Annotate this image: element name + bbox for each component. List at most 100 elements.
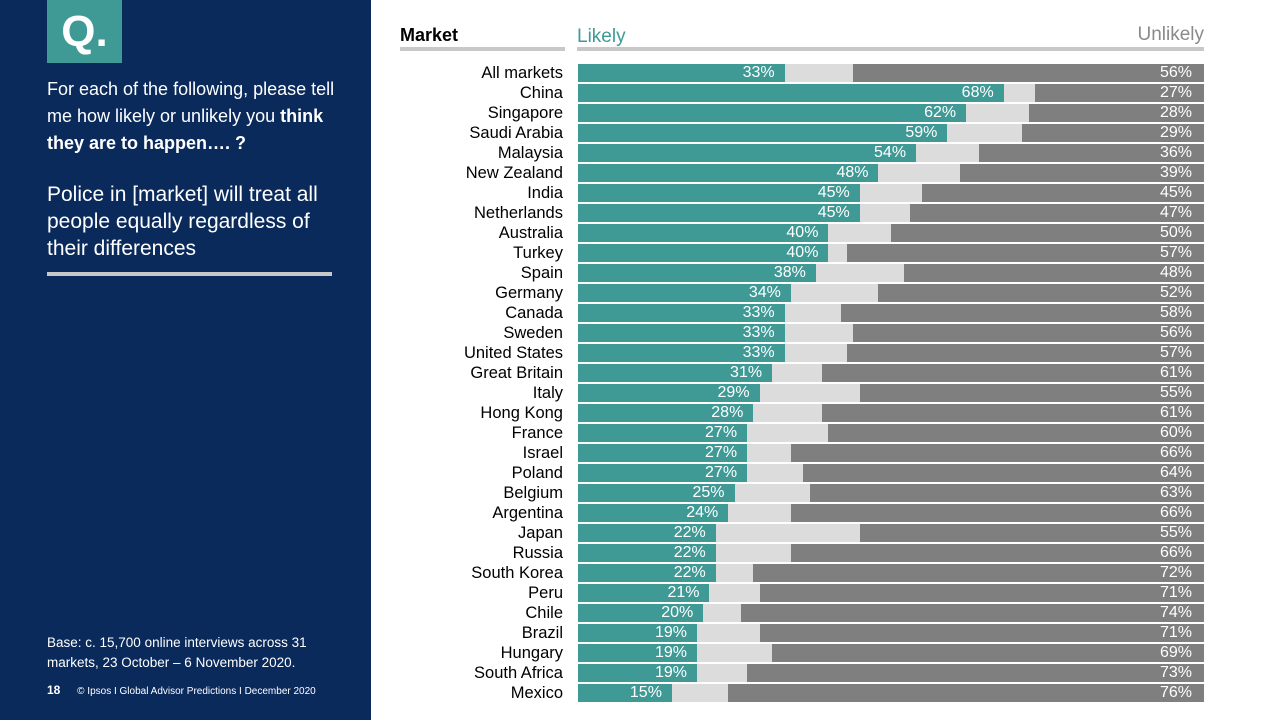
bar-unlikely <box>891 224 1204 242</box>
question-text-main: For each of the following, please tell m… <box>47 79 335 126</box>
unlikely-value-label: 45% <box>1160 184 1193 201</box>
bar-likely <box>578 264 816 282</box>
bar-neutral <box>696 644 773 662</box>
bar-neutral <box>709 584 760 602</box>
market-label: Great Britain <box>470 364 563 382</box>
base-note: Base: c. 15,700 online interviews across… <box>47 635 307 670</box>
likely-value-label: 33% <box>742 344 775 361</box>
bar-unlikely <box>840 304 1204 322</box>
bar-neutral <box>715 524 860 542</box>
market-label: Hong Kong <box>480 404 563 422</box>
market-label: China <box>519 84 563 102</box>
unlikely-value-label: 73% <box>1160 664 1193 681</box>
likely-value-label: 15% <box>629 684 662 701</box>
bar-unlikely <box>828 424 1204 442</box>
bar-likely <box>578 244 829 262</box>
bar-neutral <box>671 684 729 702</box>
bar-likely <box>578 164 879 182</box>
header-unlikely: Unlikely <box>1137 24 1204 45</box>
bar-likely <box>578 104 967 122</box>
bar-unlikely <box>959 164 1204 182</box>
market-label: Netherlands <box>474 204 563 222</box>
market-label: Peru <box>528 584 563 602</box>
bar-likely <box>578 604 704 622</box>
unlikely-value-label: 74% <box>1160 604 1193 621</box>
bar-unlikely <box>790 544 1204 562</box>
bar-unlikely <box>753 564 1204 582</box>
bar-likely <box>578 404 754 422</box>
bar-unlikely <box>878 284 1204 302</box>
footer: 18 © Ipsos I Global Advisor Predictions … <box>47 683 316 699</box>
market-label: Australia <box>498 224 563 242</box>
market-label: United States <box>463 344 563 362</box>
likely-value-label: 19% <box>654 644 687 661</box>
unlikely-value-label: 63% <box>1160 484 1193 501</box>
bar-neutral <box>734 484 810 502</box>
likely-value-label: 31% <box>730 364 763 381</box>
bar-unlikely <box>759 624 1204 642</box>
unlikely-value-label: 66% <box>1160 544 1193 561</box>
likely-value-label: 28% <box>711 404 744 421</box>
bar-likely <box>578 584 710 602</box>
bar-neutral <box>784 64 854 82</box>
unlikely-value-label: 72% <box>1160 564 1193 581</box>
bar-unlikely <box>1034 84 1204 102</box>
bar-likely <box>578 384 760 402</box>
unlikely-value-label: 50% <box>1160 224 1193 241</box>
unlikely-value-label: 28% <box>1160 104 1193 121</box>
market-label: Sweden <box>503 324 563 342</box>
market-label: Singapore <box>487 104 563 122</box>
market-label: New Zealand <box>465 164 563 182</box>
bar-unlikely <box>790 504 1204 522</box>
likely-value-label: 19% <box>654 664 687 681</box>
bar-unlikely <box>822 364 1204 382</box>
likely-value-label: 22% <box>673 524 706 541</box>
bar-unlikely <box>978 144 1204 162</box>
footer-credit: © Ipsos I Global Advisor Predictions I D… <box>77 686 316 697</box>
likely-value-label: 45% <box>817 204 850 221</box>
bar-likely <box>578 464 748 482</box>
bar-unlikely <box>809 484 1204 502</box>
likely-value-label: 24% <box>686 504 719 521</box>
bar-likely <box>578 544 716 562</box>
bar-likely <box>578 344 785 362</box>
unlikely-value-label: 57% <box>1160 244 1193 261</box>
bar-neutral <box>715 544 791 562</box>
bar-neutral <box>772 364 823 382</box>
unlikely-value-label: 58% <box>1160 304 1193 321</box>
bar-unlikely <box>1028 104 1204 122</box>
bar-unlikely <box>853 64 1204 82</box>
bar-likely <box>578 684 672 702</box>
bar-neutral <box>815 264 904 282</box>
bar-neutral <box>747 424 829 442</box>
unlikely-value-label: 52% <box>1160 284 1193 301</box>
bar-neutral <box>696 664 748 682</box>
bar-unlikely <box>903 264 1204 282</box>
bar-likely <box>578 304 785 322</box>
bar-unlikely <box>759 584 1204 602</box>
bar-likely <box>578 184 860 202</box>
likely-value-label: 48% <box>836 164 869 181</box>
market-label: Japan <box>518 524 563 542</box>
bar-likely <box>578 124 948 142</box>
market-label: South Korea <box>471 564 563 582</box>
market-label: Poland <box>511 464 563 482</box>
bar-neutral <box>753 404 823 422</box>
likely-value-label: 38% <box>773 264 806 281</box>
bar-neutral <box>878 164 960 182</box>
unlikely-value-label: 76% <box>1160 684 1193 701</box>
market-label: Israel <box>522 444 563 462</box>
likely-value-label: 27% <box>705 444 738 461</box>
unlikely-value-label: 27% <box>1160 84 1193 101</box>
header-likely: Likely <box>577 26 626 47</box>
bar-unlikely <box>772 644 1204 662</box>
likely-value-label: 40% <box>786 224 819 241</box>
market-label: Chile <box>525 604 563 622</box>
bar-unlikely <box>922 184 1204 202</box>
statement-text: Police in [market] will treat all people… <box>47 183 318 260</box>
bar-likely <box>578 504 729 522</box>
market-label: Canada <box>505 304 563 322</box>
bar-unlikely <box>790 444 1204 462</box>
statement-divider <box>47 272 332 276</box>
bar-likely <box>578 64 785 82</box>
